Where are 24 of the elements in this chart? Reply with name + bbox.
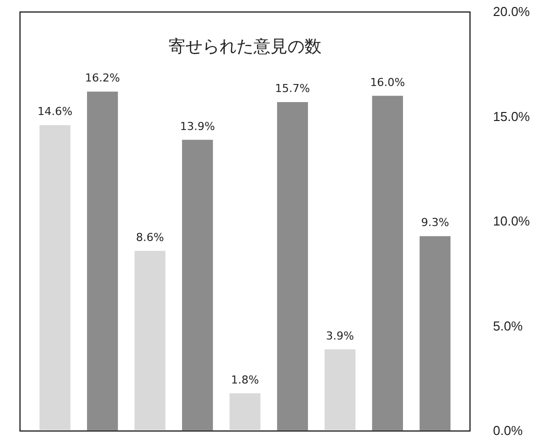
text: 寄せられた意見の数 bbox=[168, 37, 322, 57]
data-label: 16.0% bbox=[370, 76, 406, 89]
data-label: 15.7% bbox=[275, 82, 310, 96]
data-label: 16.2% bbox=[84, 72, 120, 85]
data-label: 8.6% bbox=[136, 230, 164, 244]
bar bbox=[230, 393, 260, 431]
data-label: 13.9% bbox=[180, 120, 215, 133]
y-tick-label: 0.0% bbox=[493, 423, 524, 438]
y-tick-label: 15.0% bbox=[493, 108, 530, 124]
y-tick-label: 10.0% bbox=[493, 214, 530, 229]
y-tick-label: 5.0% bbox=[493, 318, 524, 334]
bar bbox=[134, 250, 166, 431]
bar bbox=[324, 349, 356, 431]
data-label: 9.3% bbox=[421, 216, 450, 230]
bar bbox=[87, 92, 118, 431]
y-tick-label: 20.0% bbox=[493, 4, 530, 20]
data-label: 1.8% bbox=[231, 373, 259, 386]
data-label: 14.6% bbox=[37, 105, 72, 118]
bar bbox=[420, 236, 450, 431]
bar bbox=[40, 125, 70, 431]
bar bbox=[277, 102, 308, 431]
bar bbox=[182, 140, 213, 431]
bar bbox=[372, 96, 403, 431]
data-label: 3.9% bbox=[326, 329, 354, 342]
